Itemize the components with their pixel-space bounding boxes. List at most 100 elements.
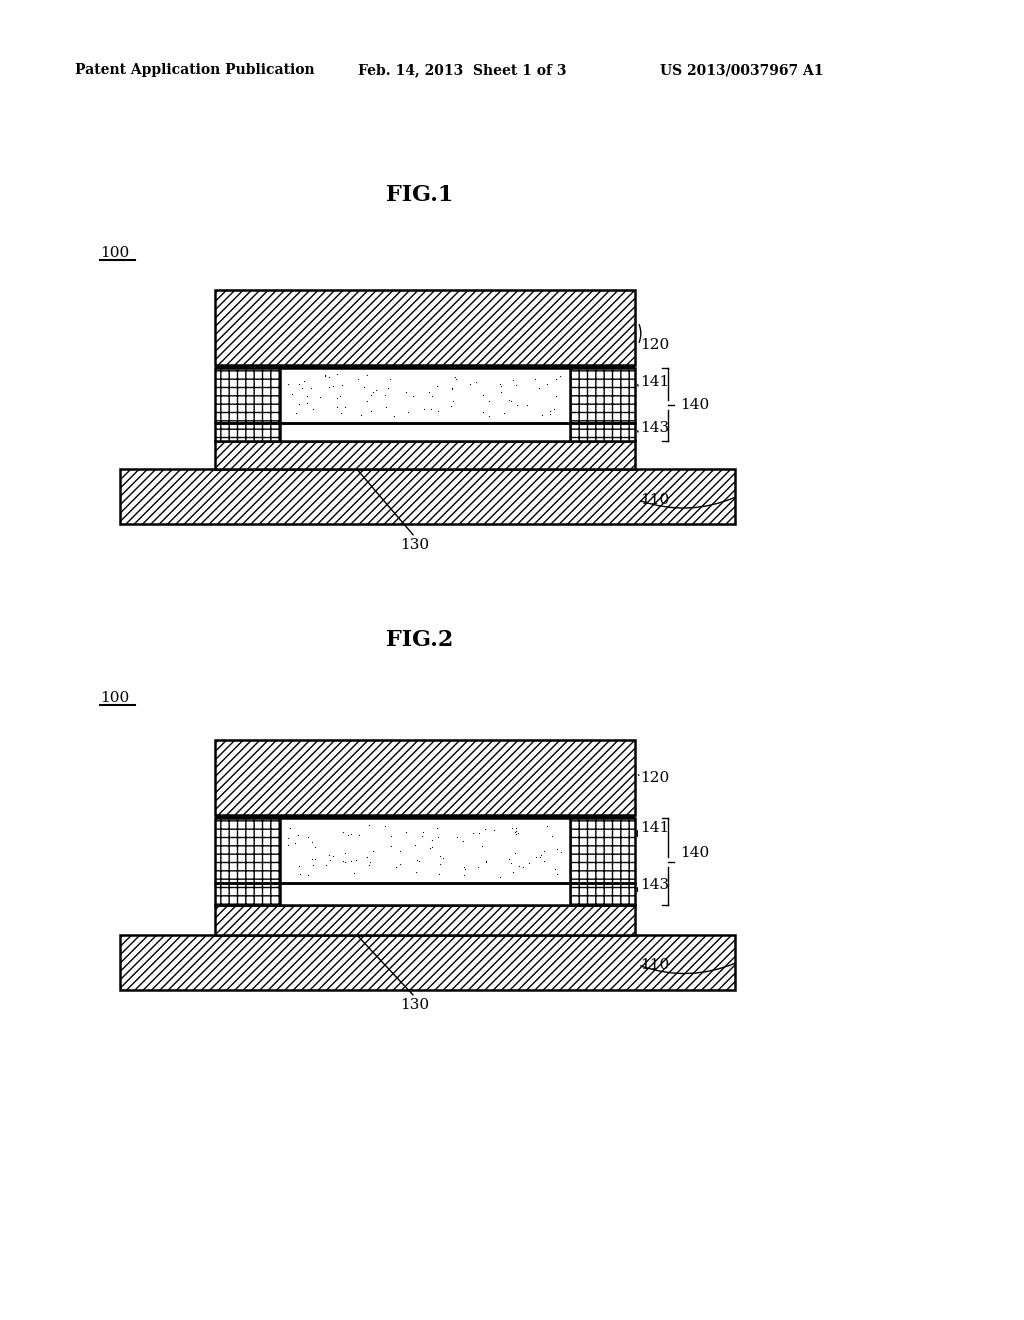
Point (322, 376, 338, 397)
Point (481, 391, 498, 412)
Point (542, 404, 558, 425)
Point (508, 824, 524, 845)
Point (383, 826, 399, 847)
Point (359, 846, 376, 867)
Point (360, 814, 377, 836)
Bar (215, 366, 635, 370)
Point (358, 364, 375, 385)
Point (470, 857, 486, 878)
Point (444, 391, 461, 412)
Point (307, 837, 324, 858)
Point (348, 850, 365, 871)
Point (428, 817, 444, 838)
Bar (215, 422, 635, 441)
Bar (570, 422, 635, 441)
Bar (215, 290, 635, 366)
Point (392, 854, 409, 875)
Point (378, 396, 394, 417)
Point (465, 822, 481, 843)
Point (414, 826, 430, 847)
Point (304, 849, 321, 870)
Text: 143: 143 (640, 878, 669, 892)
Bar (280, 883, 570, 906)
Point (362, 851, 379, 873)
Point (359, 391, 376, 412)
Bar (280, 422, 570, 441)
Point (380, 378, 396, 399)
Point (546, 399, 562, 420)
Point (415, 821, 431, 842)
Point (345, 862, 361, 883)
Point (408, 834, 424, 855)
Point (350, 368, 367, 389)
Point (409, 849, 425, 870)
Point (365, 381, 381, 403)
Point (411, 850, 427, 871)
Point (549, 838, 565, 859)
Text: US 2013/0037967 A1: US 2013/0037967 A1 (660, 63, 823, 77)
Point (322, 366, 338, 387)
Bar (215, 818, 635, 883)
Text: 100: 100 (100, 246, 129, 260)
Point (505, 370, 521, 391)
Point (298, 392, 314, 413)
Bar (215, 883, 635, 906)
Point (421, 837, 437, 858)
Point (334, 374, 350, 395)
Point (299, 826, 315, 847)
Point (507, 842, 523, 863)
Point (430, 400, 446, 421)
Point (501, 849, 517, 870)
Point (429, 376, 445, 397)
Point (503, 853, 519, 874)
Point (422, 399, 438, 420)
Point (455, 830, 471, 851)
Text: 100: 100 (100, 690, 129, 705)
Point (283, 818, 299, 840)
Point (388, 857, 404, 878)
Point (377, 816, 393, 837)
Point (291, 855, 307, 876)
Bar (120, 935, 735, 990)
Point (474, 836, 490, 857)
Point (337, 851, 353, 873)
Point (539, 816, 555, 837)
Point (339, 824, 355, 845)
Point (359, 846, 376, 867)
Point (468, 371, 484, 392)
Bar (280, 818, 570, 883)
Point (471, 822, 487, 843)
Point (416, 399, 432, 420)
Point (383, 836, 399, 857)
Point (514, 857, 530, 878)
Point (337, 396, 353, 417)
Point (321, 845, 337, 866)
Bar (120, 469, 735, 524)
Point (508, 817, 524, 838)
Point (508, 821, 524, 842)
Point (280, 374, 296, 395)
Point (335, 821, 351, 842)
Point (536, 841, 552, 862)
Text: 140: 140 (680, 846, 710, 861)
Point (329, 364, 345, 385)
Point (291, 374, 307, 395)
Point (329, 388, 345, 409)
Point (504, 817, 520, 838)
Point (305, 854, 322, 875)
Text: 130: 130 (400, 998, 429, 1012)
Text: FIG.1: FIG.1 (386, 183, 454, 206)
Bar (215, 368, 280, 422)
Point (509, 395, 525, 416)
Point (337, 843, 353, 865)
Bar (215, 441, 635, 469)
Text: 140: 140 (680, 399, 710, 412)
Point (518, 395, 535, 416)
Text: 143: 143 (640, 421, 669, 436)
Point (485, 820, 502, 841)
Point (302, 378, 318, 399)
Point (435, 847, 452, 869)
Point (475, 401, 492, 422)
Point (323, 850, 339, 871)
Point (511, 855, 527, 876)
